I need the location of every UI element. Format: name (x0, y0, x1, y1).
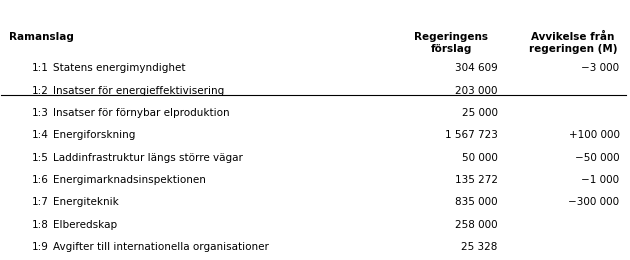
Text: 304 609: 304 609 (455, 63, 498, 73)
Text: +100 000: +100 000 (569, 130, 620, 140)
Text: Statens energimyndighet: Statens energimyndighet (52, 63, 185, 73)
Text: Avgifter till internationella organisationer: Avgifter till internationella organisati… (52, 242, 268, 252)
Text: 25 000: 25 000 (462, 108, 498, 118)
Text: 1:5: 1:5 (32, 153, 49, 163)
Text: 1:6: 1:6 (32, 175, 49, 185)
Text: 1 567 723: 1 567 723 (445, 130, 498, 140)
Text: Insatser för energieffektivisering: Insatser för energieffektivisering (52, 86, 224, 95)
Text: Energiteknik: Energiteknik (52, 197, 118, 207)
Text: 1:3: 1:3 (32, 108, 49, 118)
Text: Ramanslag: Ramanslag (9, 32, 74, 42)
Text: Avvikelse från
regeringen (M): Avvikelse från regeringen (M) (529, 32, 617, 54)
Text: 135 272: 135 272 (455, 175, 498, 185)
Text: 835 000: 835 000 (455, 197, 498, 207)
Text: Regeringens
förslag: Regeringens förslag (414, 32, 488, 54)
Text: 258 000: 258 000 (455, 220, 498, 230)
Text: Insatser för förnybar elproduktion: Insatser för förnybar elproduktion (52, 108, 229, 118)
Text: −50 000: −50 000 (575, 153, 620, 163)
Text: 1:7: 1:7 (32, 197, 49, 207)
Text: Energimarknadsinspektionen: Energimarknadsinspektionen (52, 175, 205, 185)
Text: Laddinfrastruktur längs större vägar: Laddinfrastruktur längs större vägar (52, 153, 243, 163)
Text: 1:9: 1:9 (32, 242, 49, 252)
Text: 50 000: 50 000 (462, 153, 498, 163)
Text: −1 000: −1 000 (581, 175, 620, 185)
Text: Elberedskap: Elberedskap (52, 220, 117, 230)
Text: 1:4: 1:4 (32, 130, 49, 140)
Text: −3 000: −3 000 (581, 63, 620, 73)
Text: −300 000: −300 000 (568, 197, 620, 207)
Text: 25 328: 25 328 (461, 242, 498, 252)
Text: 1:2: 1:2 (32, 86, 49, 95)
Text: 1:8: 1:8 (32, 220, 49, 230)
Text: 1:1: 1:1 (32, 63, 49, 73)
Text: 203 000: 203 000 (455, 86, 498, 95)
Text: Energiforskning: Energiforskning (52, 130, 135, 140)
